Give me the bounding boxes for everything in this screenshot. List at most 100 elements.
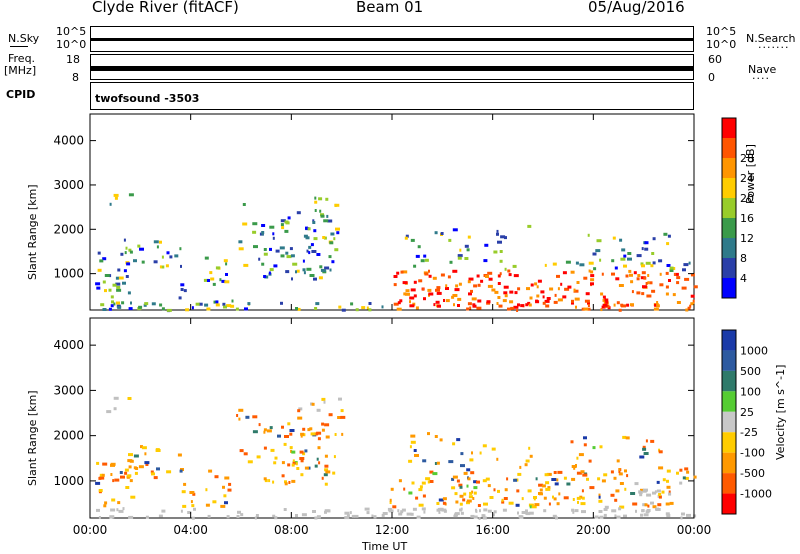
echo-cell [127,397,132,400]
echo-cell [590,282,594,286]
echo-cell [604,298,609,302]
echo-cell [311,402,315,406]
echo-cell [583,436,587,440]
y-tick-label: 1000 [53,267,84,281]
echo-cell [619,238,623,242]
echo-cell [239,449,244,453]
echo-cell [639,455,645,459]
echo-cell [443,299,445,302]
echo-cell [419,485,423,489]
echo-cell [497,296,501,299]
echo-cell [289,247,293,251]
echo-cell [665,512,670,516]
nave-dots: .... [752,69,770,82]
echo-cell [319,265,323,269]
echo-cell [299,450,304,454]
echo-cell [625,274,629,278]
echo-cell [615,489,620,493]
echo-cell [562,271,567,275]
echo-cell [596,239,602,243]
echo-cell [308,251,311,255]
echo-cell [300,432,305,436]
echo-cell [619,505,625,509]
echo-cell [581,307,585,311]
echo-cell [438,498,444,502]
colorbar-tick-label: 500 [740,365,761,378]
echo-cell [652,491,656,495]
echo-cell [603,508,608,511]
echo-cell [542,301,546,305]
echo-cell [226,304,232,308]
echo-cell [472,303,476,307]
echo-cell [604,505,609,509]
echo-cell [304,449,308,453]
echo-cell [330,232,335,236]
echo-cell [459,494,464,498]
echo-cell [667,234,671,238]
echo-cell [504,294,508,298]
echo-cell [269,268,274,272]
echo-cell [589,486,595,490]
echo-cell [223,305,227,309]
echo-cell [204,256,209,260]
echo-cell [413,449,417,452]
echo-cell [587,233,590,237]
echo-cell [669,501,674,505]
echo-cell [575,464,577,467]
echo-cell [247,460,253,464]
echo-cell [527,224,532,228]
echo-cell [641,264,645,268]
echo-cell [418,503,424,507]
echo-cell [602,298,605,302]
echo-cell [487,484,491,488]
echo-cell [321,422,325,426]
echo-cell [485,275,489,278]
echo-cell [649,281,653,285]
echo-cell [418,279,423,283]
echo-cell [470,289,473,293]
echo-cell [302,268,306,272]
echo-cell [614,498,618,502]
echo-cell [683,263,689,267]
echo-cell [618,472,623,476]
echo-cell [268,479,271,483]
echo-cell [418,488,423,492]
echo-cell [547,486,551,490]
echo-cell [252,230,257,234]
echo-cell [398,512,403,516]
echo-cell [128,453,133,457]
echo-cell [99,473,103,477]
echo-cell [681,286,687,290]
echo-cell [477,299,482,303]
echo-cell [448,238,452,242]
echo-cell [133,259,137,263]
echo-cell [496,232,499,236]
echo-cell [280,254,285,258]
echo-cell [183,482,187,486]
echo-cell [488,277,493,281]
echo-cell [528,446,531,450]
echo-cell [340,415,346,419]
echo-cell [404,236,408,240]
echo-cell [658,466,664,470]
echo-cell [416,515,421,519]
echo-cell [454,288,460,292]
echo-cell [324,464,329,468]
echo-cell [663,232,668,236]
echo-cell [598,495,601,499]
echo-cell [274,456,278,460]
echo-cell [587,301,590,305]
echo-cell [222,485,225,489]
echo-cell [572,498,575,501]
echo-cell [177,453,182,457]
echo-cell [545,481,550,485]
date-title: 05/Aug/2016 [588,0,685,16]
echo-cell [289,446,293,450]
echo-cell [428,274,432,278]
echo-cell [225,262,228,266]
echo-cell [690,273,695,277]
echo-cell [452,442,456,446]
echo-cell [643,276,647,280]
echo-cell [290,449,293,453]
echo-cell [145,515,149,519]
